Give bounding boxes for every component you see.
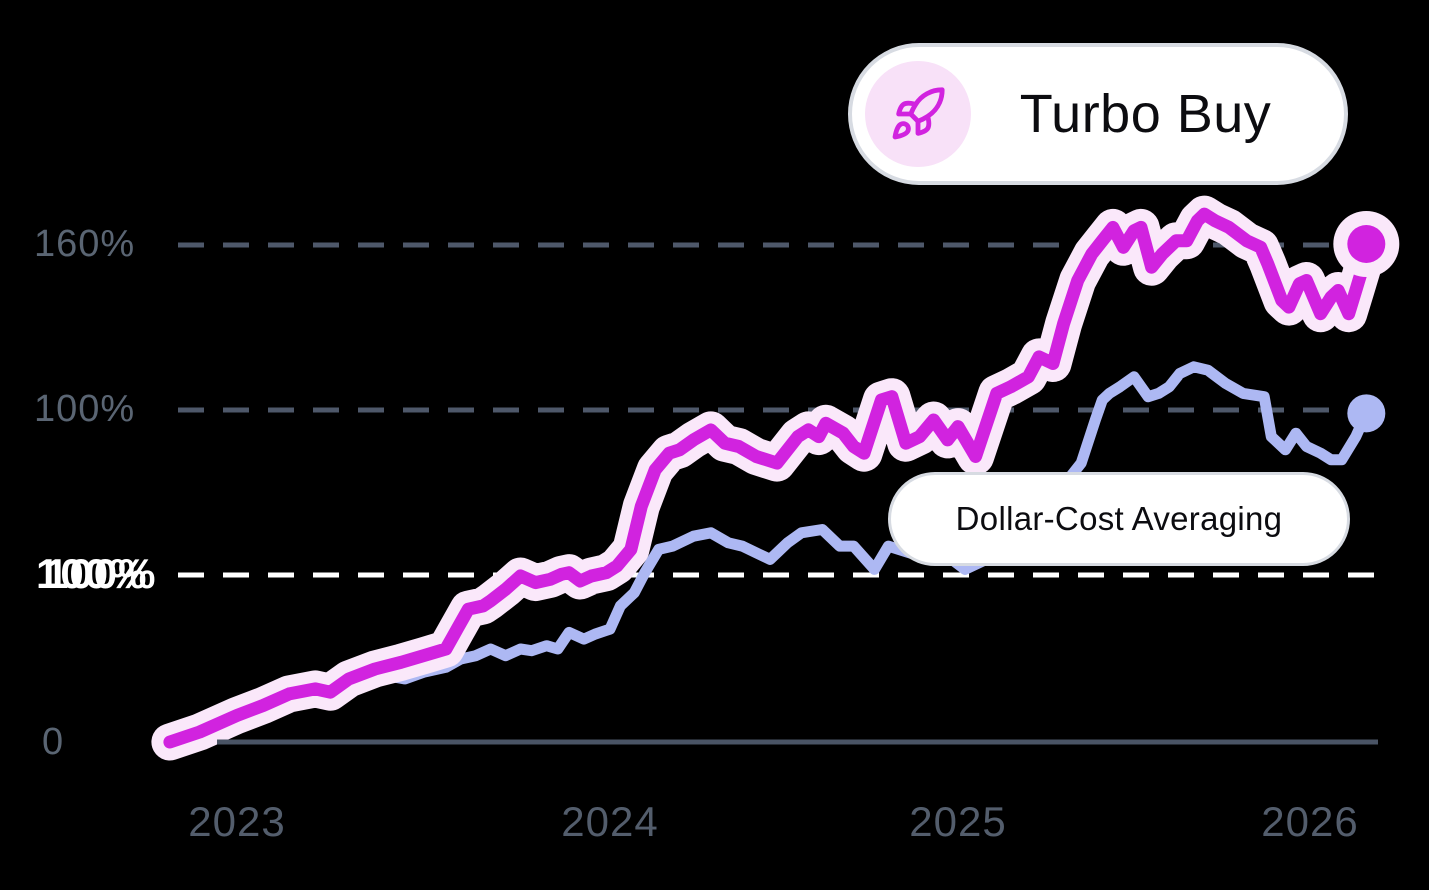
turbo-buy-legend-label: Turbo Buy bbox=[1019, 84, 1272, 144]
turbo-buy-line bbox=[163, 207, 1373, 749]
dca-legend-pill: Dollar-Cost Averaging bbox=[888, 472, 1350, 566]
dca-endpoint-dot bbox=[1347, 394, 1386, 433]
dca-line bbox=[164, 361, 1372, 748]
rocket-icon-circle bbox=[865, 61, 971, 167]
turbo-buy-endpoint-dot bbox=[1347, 225, 1386, 263]
dca-legend-label: Dollar-Cost Averaging bbox=[955, 500, 1283, 537]
rocket-icon bbox=[892, 87, 945, 140]
turbo-buy-legend-badge: Turbo Buy bbox=[848, 43, 1348, 185]
